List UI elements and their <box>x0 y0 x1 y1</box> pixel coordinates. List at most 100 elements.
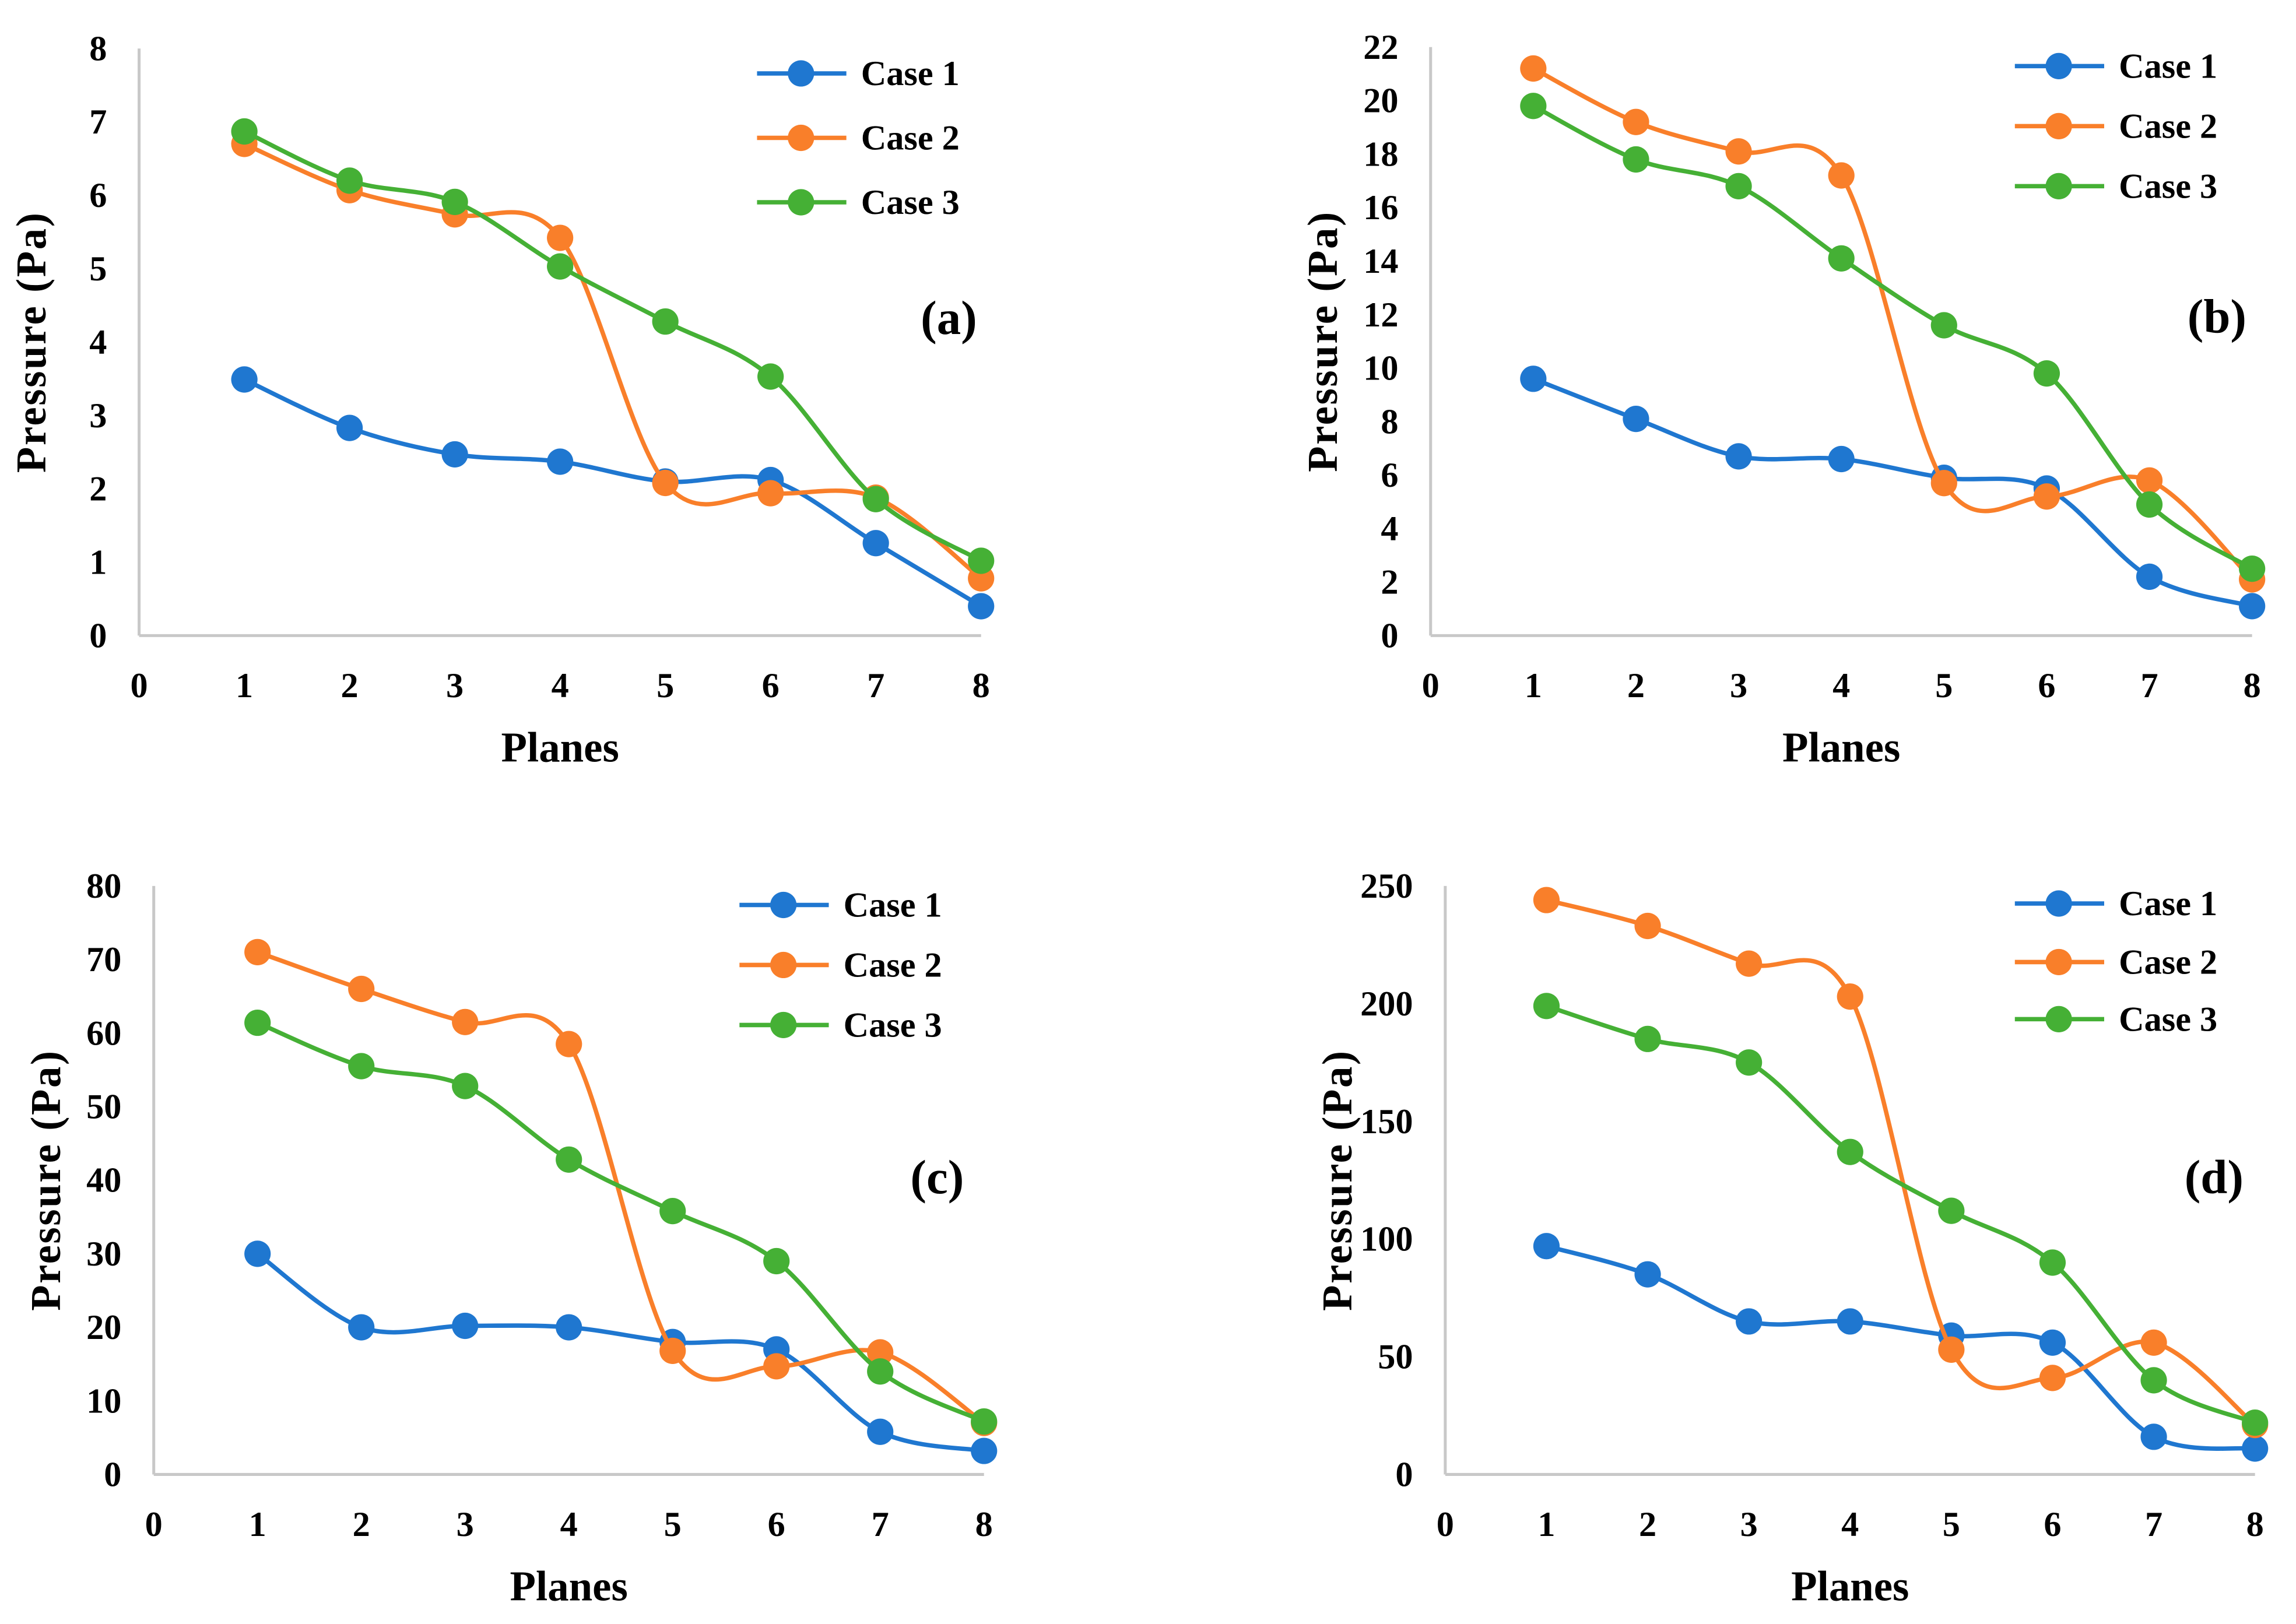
legend-marker <box>2045 173 2072 199</box>
y-tick-label: 200 <box>1360 985 1413 1024</box>
series-line <box>1546 1004 2256 1425</box>
y-tick-label: 0 <box>89 616 107 655</box>
panel-label: (d) <box>2185 1150 2244 1204</box>
legend-marker <box>2045 890 2072 917</box>
y-tick-label: 14 <box>1363 242 1398 281</box>
y-tick-label: 4 <box>89 323 107 362</box>
data-point <box>763 1247 790 1275</box>
y-tick-label: 6 <box>89 176 107 215</box>
x-tick-label: 2 <box>1639 1505 1656 1544</box>
data-point <box>1930 312 1957 339</box>
x-tick-label: 4 <box>552 666 569 705</box>
y-tick-label: 2 <box>89 470 107 509</box>
y-tick-label: 50 <box>86 1088 121 1127</box>
y-axis-title: Pressure (Pa) <box>22 1049 69 1311</box>
x-tick-label: 1 <box>1525 666 1542 705</box>
data-point <box>2140 1423 2167 1450</box>
y-tick-label: 3 <box>89 396 107 435</box>
data-point <box>556 1146 582 1173</box>
data-point <box>1828 245 1855 272</box>
data-point <box>757 480 784 507</box>
x-tick-label: 6 <box>768 1505 785 1544</box>
series-case-2: Case 2 <box>1520 55 2266 593</box>
legend-label: Case 1 <box>2119 47 2217 86</box>
x-tick-label: 8 <box>973 666 990 705</box>
x-tick-label: 8 <box>975 1505 993 1544</box>
data-point <box>2242 1409 2269 1436</box>
data-point <box>2039 1365 2066 1391</box>
legend-label: Case 2 <box>2119 107 2217 146</box>
data-point <box>1520 55 1547 82</box>
series-case-3: Case 3 <box>231 118 995 574</box>
data-point <box>441 188 468 215</box>
x-tick-label: 1 <box>236 666 253 705</box>
series-case-1: Case 1 <box>1533 884 2269 1462</box>
data-point <box>763 1353 790 1380</box>
y-tick-label: 100 <box>1360 1220 1413 1259</box>
data-point <box>2239 593 2266 620</box>
data-point <box>441 441 468 468</box>
x-tick-label: 3 <box>1730 666 1747 705</box>
x-tick-label: 0 <box>145 1505 163 1544</box>
series-line <box>1532 377 2253 609</box>
data-point <box>1837 983 1863 1010</box>
data-point <box>547 224 574 251</box>
chart-panel-a: 0 1 2 3 4 5 6 7 8 0 1 2 3 4 5 6 7 8 Planes Pressure (Pa) (a)… <box>8 29 995 771</box>
y-tick-label: 0 <box>1395 1456 1413 1495</box>
data-point <box>2033 360 2060 387</box>
x-tick-label: 7 <box>2145 1505 2162 1544</box>
legend-label: Case 1 <box>861 54 960 93</box>
data-point <box>1533 1233 1560 1260</box>
data-point <box>348 1314 375 1341</box>
legend-marker <box>2045 948 2072 976</box>
data-point <box>862 486 889 512</box>
x-tick-label: 2 <box>1627 666 1645 705</box>
series-case-2: Case 2 <box>231 119 995 592</box>
data-point <box>1837 1308 1863 1335</box>
series-line <box>1546 898 2257 1427</box>
data-point <box>1725 173 1752 199</box>
data-point <box>1725 443 1752 470</box>
data-point <box>1634 1261 1661 1288</box>
data-point <box>867 1418 894 1445</box>
x-axis-title: Planes <box>501 723 619 771</box>
x-tick-label: 5 <box>1943 1505 1960 1544</box>
series-line <box>1532 66 2254 581</box>
legend-marker <box>2045 52 2072 80</box>
data-point <box>862 530 889 557</box>
data-point <box>659 1337 686 1365</box>
x-tick-label: 6 <box>2038 666 2055 705</box>
data-point <box>971 1437 998 1464</box>
y-axis-title: Pressure (Pa) <box>1299 210 1346 472</box>
y-tick-label: 20 <box>1363 82 1398 121</box>
data-point <box>1938 1197 1965 1224</box>
legend-marker <box>788 189 815 216</box>
data-point <box>1634 912 1661 940</box>
data-point <box>348 1053 375 1080</box>
data-point <box>971 1408 998 1435</box>
y-tick-label: 4 <box>1381 509 1398 549</box>
data-point <box>2136 491 2163 518</box>
series-case-3: Case 3 <box>244 1006 998 1435</box>
x-tick-label: 4 <box>560 1505 578 1544</box>
x-tick-label: 6 <box>762 666 780 705</box>
data-point <box>556 1031 582 1057</box>
data-point <box>1736 950 1763 977</box>
data-point <box>2140 1367 2167 1394</box>
x-axis-title: Planes <box>1782 723 1900 771</box>
series-case-1: Case 1 <box>244 886 998 1464</box>
data-point <box>231 366 258 393</box>
series-case-3: Case 3 <box>1533 993 2269 1436</box>
x-axis-title: Planes <box>510 1562 628 1609</box>
y-tick-label: 10 <box>1363 349 1398 388</box>
legend-label: Case 1 <box>2119 884 2217 923</box>
data-point <box>1520 365 1547 392</box>
data-point <box>244 1240 271 1267</box>
legend-marker <box>770 891 797 919</box>
data-point <box>1736 1308 1763 1335</box>
y-tick-label: 1 <box>89 543 107 582</box>
y-axis-title: Pressure (Pa) <box>1314 1049 1361 1311</box>
data-point <box>2140 1329 2167 1356</box>
